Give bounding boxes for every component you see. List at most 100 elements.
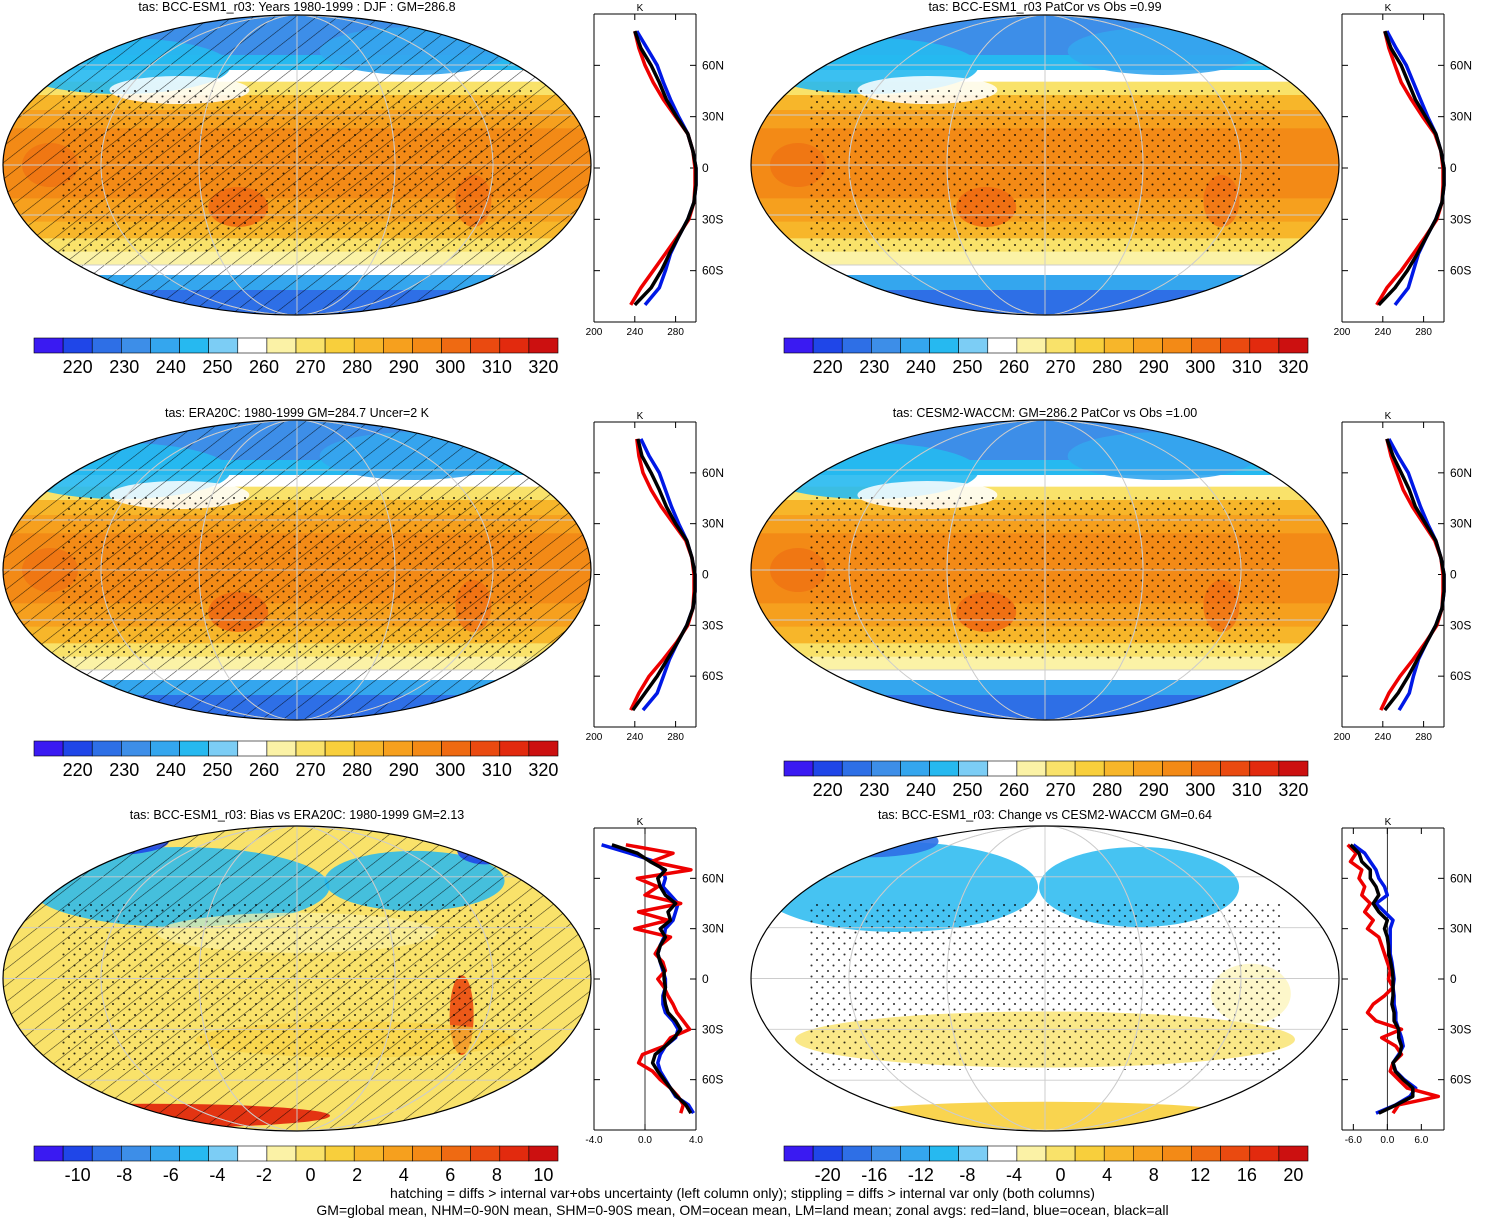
zonal-ytick: 0 [1450, 161, 1457, 175]
colorbar-label: 4 [399, 1165, 409, 1185]
colorbar-swatch [267, 741, 296, 756]
colorbar-swatch [1046, 338, 1075, 353]
zonal-xtick: 280 [1415, 327, 1432, 338]
colorbar-swatch [1104, 761, 1133, 776]
colorbar-swatch [1133, 761, 1162, 776]
colorbar-label: 230 [859, 357, 889, 377]
zonal-ytick: 60N [1450, 58, 1472, 72]
colorbar-label: 240 [906, 357, 936, 377]
colorbar-swatch [1162, 1146, 1191, 1161]
colorbar-swatch [959, 761, 988, 776]
zonal-ytick: 30N [702, 922, 724, 936]
colorbar-label: 290 [389, 760, 419, 780]
colorbar-label: -16 [861, 1165, 887, 1185]
colorbar-swatch [442, 741, 471, 756]
colorbar-swatch [813, 338, 842, 353]
colorbar-label: 12 [1190, 1165, 1210, 1185]
colorbar-swatch [92, 338, 121, 353]
zonal-ytick: 0 [1450, 568, 1457, 582]
panel-title: tas: ERA20C: 1980-1999 GM=284.7 Uncer=2 … [165, 406, 430, 420]
zonal-ytick: 60S [1450, 1073, 1471, 1087]
zonal-xtick: 200 [586, 327, 603, 338]
colorbar-swatch [121, 1146, 150, 1161]
colorbar-swatch [442, 338, 471, 353]
colorbar-swatch [354, 338, 383, 353]
colorbar-swatch [900, 1146, 929, 1161]
zonal-ytick: 60S [702, 669, 723, 683]
colorbar-swatch [354, 741, 383, 756]
colorbar-swatch [180, 1146, 209, 1161]
zonal-xtick: 200 [586, 732, 603, 743]
zonal-xtick: 280 [1415, 732, 1432, 743]
zonal-ytick: 30N [702, 110, 724, 124]
colorbar-swatch [209, 741, 238, 756]
zonal-series-all [635, 31, 696, 305]
colorbar-swatch [383, 741, 412, 756]
colorbar-swatch [209, 1146, 238, 1161]
zonal-xtick: 0.0 [1380, 1135, 1394, 1146]
map-2 [751, 15, 1339, 316]
colorbar-swatch [412, 338, 441, 353]
zonal-ytick: 30S [702, 1022, 723, 1036]
colorbar-label: 300 [1185, 357, 1215, 377]
panel-title: tas: BCC-ESM1_r03: Bias vs ERA20C: 1980-… [130, 808, 465, 822]
zonal-unit: K [1385, 817, 1392, 828]
colorbar-label: 230 [859, 780, 889, 800]
colorbar-swatch [1162, 761, 1191, 776]
colorbar-swatch [1046, 761, 1075, 776]
colorbar-swatch [529, 741, 558, 756]
colorbar-swatch [325, 741, 354, 756]
colorbar-swatch [871, 1146, 900, 1161]
caption-line-2: GM=global mean, NHM=0-90N mean, SHM=0-90… [0, 1202, 1485, 1219]
map-5 [0, 826, 591, 1131]
colorbar-swatch [471, 1146, 500, 1161]
colorbar-swatch [1162, 338, 1191, 353]
panel-6: tas: BCC-ESM1_r03: Change vs CESM2-WACCM… [751, 808, 1472, 1185]
zonal-xtick: 200 [1334, 732, 1351, 743]
colorbar-swatch [500, 741, 529, 756]
zonal-ytick: 0 [702, 972, 709, 986]
colorbar-label: 310 [482, 760, 512, 780]
colorbar-swatch [121, 338, 150, 353]
zonal-ytick: 60S [702, 264, 723, 278]
zonal-ytick: 30N [1450, 517, 1472, 531]
colorbar-swatch [871, 761, 900, 776]
zonal-unit: K [637, 3, 644, 14]
colorbar-swatch [1250, 338, 1279, 353]
colorbar-label: 320 [1278, 780, 1308, 800]
colorbar-swatch [412, 1146, 441, 1161]
zonal-ytick: 60N [1450, 871, 1472, 885]
colorbar-swatch [959, 1146, 988, 1161]
colorbar-swatch [209, 338, 238, 353]
zonal-ytick: 60S [702, 1073, 723, 1087]
colorbar-swatch [354, 1146, 383, 1161]
colorbar-swatch [34, 1146, 63, 1161]
colorbar-swatch [1104, 1146, 1133, 1161]
colorbar-label: 290 [389, 357, 419, 377]
panel-title: tas: BCC-ESM1_r03: Years 1980-1999 : DJF… [138, 0, 455, 14]
colorbar-swatch [1017, 338, 1046, 353]
colorbar-label: 250 [202, 357, 232, 377]
zonal-xtick: 240 [1374, 327, 1391, 338]
colorbar-swatch [1192, 761, 1221, 776]
colorbar-label: 220 [63, 357, 93, 377]
colorbar-label: 270 [296, 357, 326, 377]
colorbar-label: 230 [109, 357, 139, 377]
zonal-xtick: 0.0 [638, 1135, 652, 1146]
colorbar-swatch [1192, 338, 1221, 353]
zonal-unit: K [1385, 411, 1392, 422]
colorbar-swatch [180, 741, 209, 756]
zonal-unit: K [1385, 3, 1392, 14]
colorbar-label: 280 [1092, 357, 1122, 377]
colorbar-swatch [988, 338, 1017, 353]
zonal-ytick: 60N [1450, 466, 1472, 480]
colorbar-label: 280 [342, 357, 372, 377]
colorbar-swatch [930, 1146, 959, 1161]
zonal-ytick: 0 [702, 568, 709, 582]
colorbar-label: 0 [306, 1165, 316, 1185]
colorbar-label: -6 [163, 1165, 179, 1185]
